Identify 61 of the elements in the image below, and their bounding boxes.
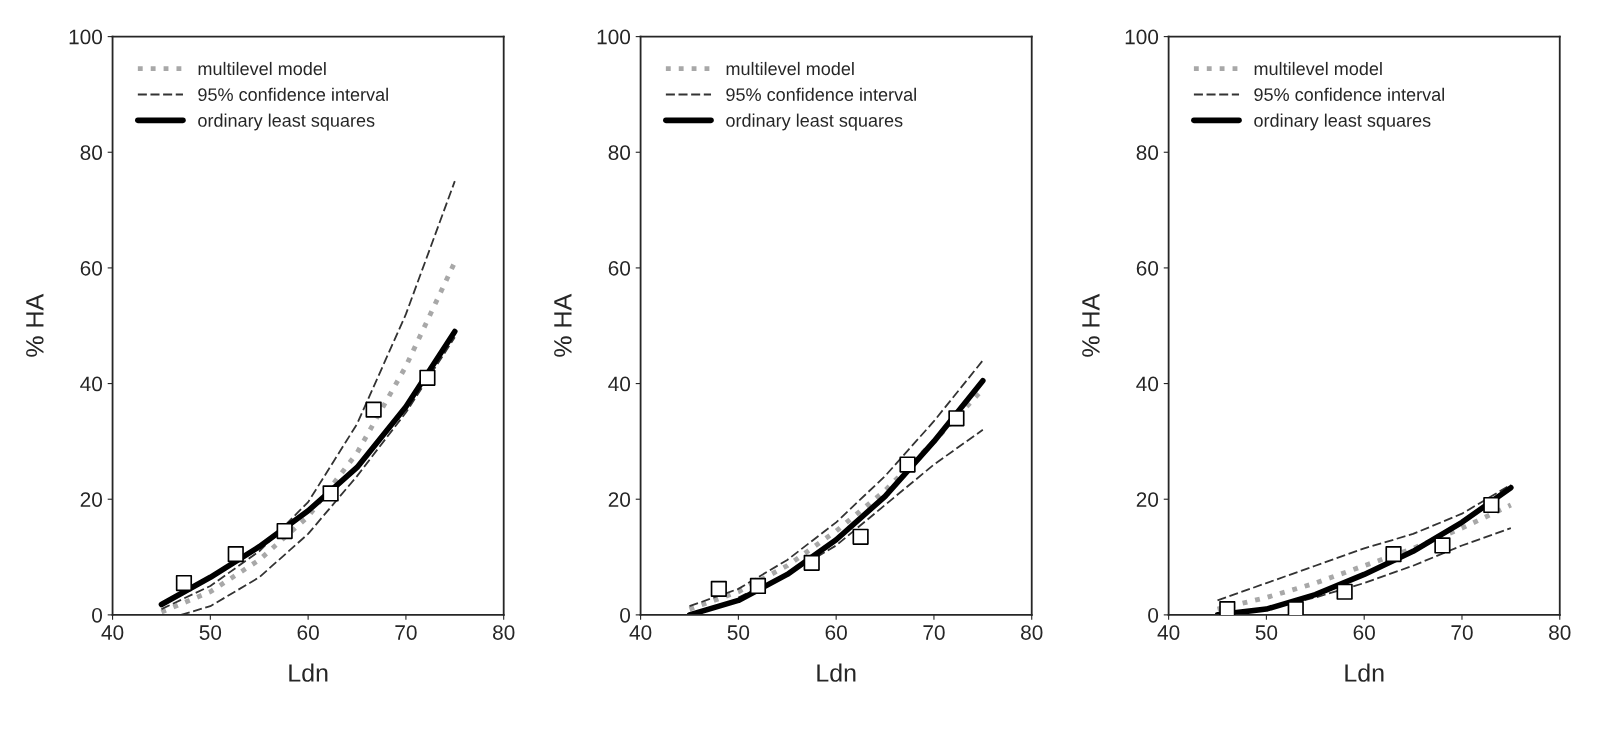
y-tick-label: 60: [1136, 260, 1159, 276]
y-tick-label: 60: [608, 260, 631, 276]
x-axis-title: Ldn: [817, 663, 856, 682]
point: [948, 410, 965, 427]
y-axis-title: % HA: [26, 293, 44, 357]
point: [803, 554, 820, 571]
y-tick-label: 80: [608, 145, 631, 161]
legend-label: multilevel model: [198, 61, 326, 76]
y-tick-label: 0: [620, 607, 631, 623]
x-tick-label: 70: [1451, 625, 1473, 640]
y-tick-label: 20: [80, 492, 103, 507]
y-axis-title: % HA: [554, 293, 572, 357]
x-tick-label: 40: [101, 625, 124, 640]
y-axis-title: % HA: [1082, 293, 1100, 357]
x-tick-label: 80: [493, 625, 515, 640]
x-tick-label: 60: [1353, 625, 1375, 640]
x-tick-label: 40: [629, 625, 652, 640]
x-tick-label: 70: [923, 625, 945, 640]
y-tick-label: 80: [80, 145, 103, 161]
legend-label: multilevel model: [726, 61, 854, 76]
legend-label: ordinary least squares: [1254, 113, 1431, 131]
point: [175, 574, 193, 592]
point: [899, 456, 916, 473]
point: [749, 577, 767, 595]
x-tick-label: 80: [1021, 625, 1043, 640]
y-tick-label: 80: [1136, 145, 1159, 161]
y-tick-label: 0: [1148, 607, 1159, 623]
y-tick-label: 40: [80, 376, 103, 392]
y-tick-label: 100: [69, 29, 103, 45]
legend-label: 95% confidence interval: [1254, 87, 1444, 101]
y-tick-label: 40: [608, 376, 631, 392]
x-tick-label: 50: [1255, 625, 1278, 640]
x-axis-title: Ldn: [289, 663, 328, 682]
legend-label: ordinary least squares: [198, 113, 375, 131]
y-tick-label: 20: [608, 492, 631, 507]
y-tick-label: 100: [597, 29, 631, 45]
x-tick-label: 40: [1157, 625, 1180, 640]
line-series: [160, 180, 456, 611]
y-tick-label: 100: [1125, 29, 1159, 45]
point: [419, 369, 436, 386]
x-tick-label: 70: [395, 625, 417, 640]
x-tick-label: 60: [825, 625, 847, 640]
point: [365, 401, 382, 418]
point: [710, 580, 727, 597]
y-tick-label: 60: [80, 260, 103, 276]
point: [276, 522, 293, 540]
point: [227, 546, 244, 563]
legend-label: 95% confidence interval: [198, 87, 388, 101]
point: [322, 485, 339, 502]
point: [852, 528, 869, 545]
x-axis-title: Ldn: [1345, 663, 1384, 682]
legend-label: 95% confidence interval: [726, 87, 916, 101]
y-tick-label: 0: [92, 607, 103, 623]
legend-label: ordinary least squares: [726, 113, 903, 131]
x-tick-label: 50: [199, 625, 222, 640]
x-tick-label: 60: [297, 625, 319, 640]
x-tick-label: 80: [1549, 625, 1571, 640]
x-tick-label: 50: [727, 625, 750, 640]
y-tick-label: 20: [1136, 492, 1159, 507]
y-tick-label: 40: [1136, 376, 1159, 392]
legend-label: multilevel model: [1254, 61, 1382, 76]
